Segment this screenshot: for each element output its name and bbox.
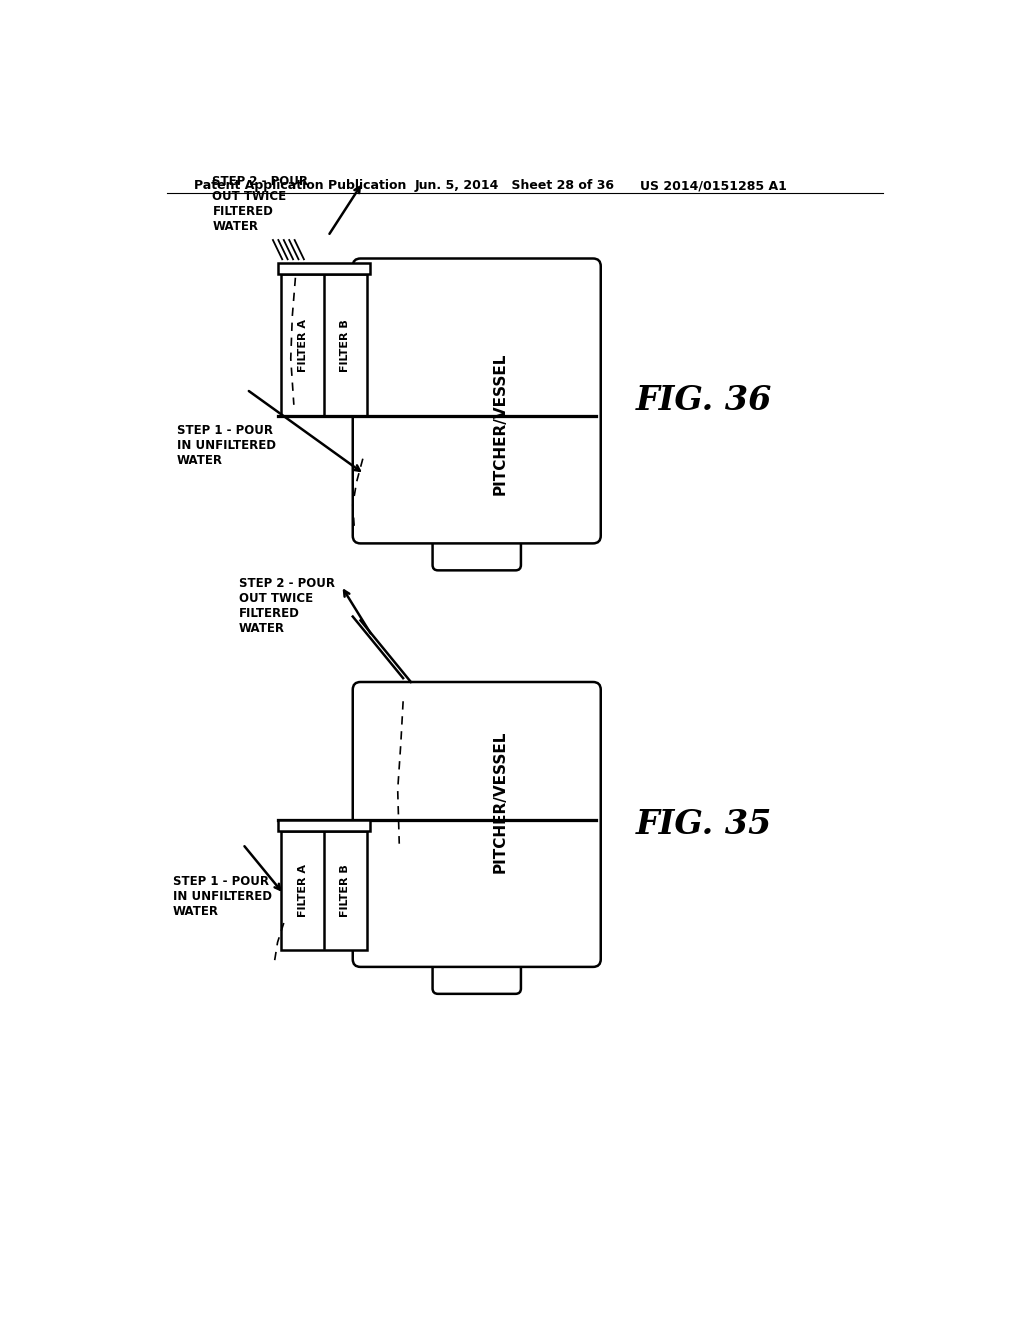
Text: PITCHER/VESSEL: PITCHER/VESSEL — [493, 352, 508, 495]
Text: Patent Application Publication: Patent Application Publication — [194, 180, 407, 193]
Text: FILTER A: FILTER A — [298, 863, 308, 917]
FancyBboxPatch shape — [352, 259, 601, 544]
Text: STEP 1 - POUR
IN UNFILTERED
WATER: STEP 1 - POUR IN UNFILTERED WATER — [173, 875, 272, 917]
Bar — [282, 275, 367, 416]
Text: STEP 2 - POUR
OUT TWICE
FILTERED
WATER: STEP 2 - POUR OUT TWICE FILTERED WATER — [212, 174, 308, 232]
Text: FILTER A: FILTER A — [298, 318, 308, 372]
Text: US 2014/0151285 A1: US 2014/0151285 A1 — [640, 180, 786, 193]
Text: FILTER B: FILTER B — [340, 318, 350, 371]
FancyBboxPatch shape — [352, 682, 601, 966]
Text: FILTER B: FILTER B — [340, 863, 350, 916]
FancyBboxPatch shape — [432, 958, 521, 994]
Bar — [282, 830, 367, 950]
Bar — [279, 820, 370, 830]
Text: STEP 1 - POUR
IN UNFILTERED
WATER: STEP 1 - POUR IN UNFILTERED WATER — [177, 424, 275, 467]
Text: FIG. 35: FIG. 35 — [636, 808, 772, 841]
Text: FIG. 36: FIG. 36 — [636, 384, 772, 417]
Text: STEP 2 - POUR
OUT TWICE
FILTERED
WATER: STEP 2 - POUR OUT TWICE FILTERED WATER — [239, 577, 335, 635]
Bar — [279, 263, 370, 275]
FancyBboxPatch shape — [432, 535, 521, 570]
Text: PITCHER/VESSEL: PITCHER/VESSEL — [493, 730, 508, 873]
Text: Jun. 5, 2014   Sheet 28 of 36: Jun. 5, 2014 Sheet 28 of 36 — [415, 180, 614, 193]
